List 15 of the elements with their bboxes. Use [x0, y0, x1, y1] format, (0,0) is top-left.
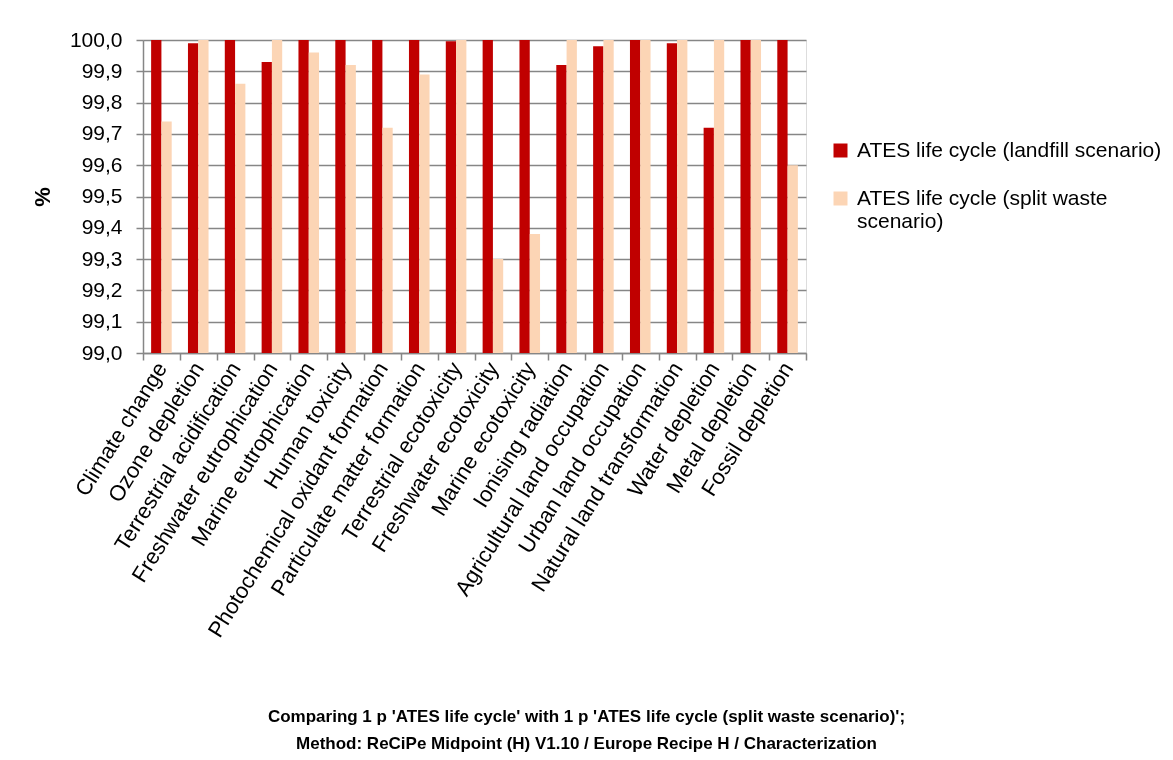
legend-label: ATES life cycle (split waste scenario): [857, 185, 1108, 232]
y-tick-label: 100,0: [69, 27, 123, 51]
y-tick-label: 99,4: [81, 215, 123, 239]
y-tick-label: 99,2: [81, 277, 123, 301]
y-tick-label: 99,8: [81, 90, 123, 114]
y-tick-label: 99,3: [81, 246, 123, 270]
y-tick-label: 99,7: [81, 121, 123, 145]
y-tick-label: 99,1: [81, 309, 123, 333]
y-axis-title: %: [29, 187, 55, 207]
y-tick-label: 99,9: [81, 58, 123, 82]
y-tick-label: 99,0: [81, 340, 123, 364]
text: Comparing 1 p 'ATES life cycle' with 1 p 'ATES life cycle (split waste scenario)'; Method: ReCiPe Midpoint (H) V1.10 / Europe Recipe H / Characterization: [267, 706, 906, 753]
legend-label: ATES life cycle (landfill scenario): [857, 137, 1162, 161]
y-tick-label: 99,6: [81, 152, 123, 176]
y-tick-label: 99,5: [81, 184, 123, 207]
